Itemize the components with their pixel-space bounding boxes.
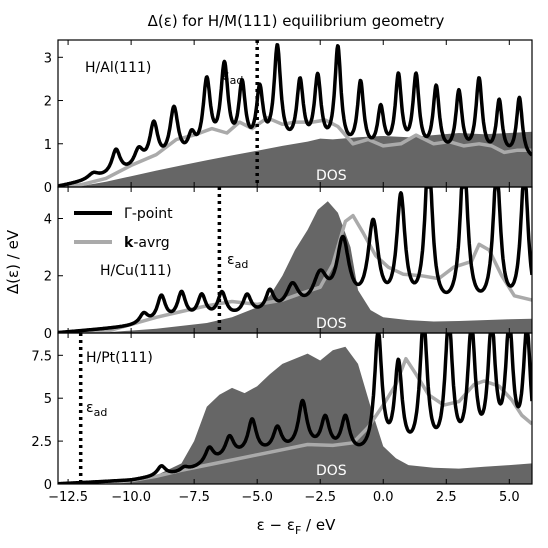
y-tick-label-pt: 0 xyxy=(44,478,52,493)
eps-ad-subscript-al: ad xyxy=(230,74,244,87)
gamma-series-pt xyxy=(58,333,532,484)
dos-label-cu: DOS xyxy=(316,316,347,332)
panel-label-text-al: H/Al(111) xyxy=(85,60,151,76)
y-tick-label-al: 1 xyxy=(44,138,52,153)
eps-ad-label-pt: εad xyxy=(86,400,107,419)
x-axis-label: ε − εF / eV xyxy=(257,516,336,537)
panel-frame-pt xyxy=(57,332,533,485)
legend-kavg-label: k-avrg xyxy=(124,235,170,251)
kavg-line-al xyxy=(58,116,532,187)
kavg-series-al xyxy=(58,116,532,187)
eps-ad-label-cu: εad xyxy=(227,252,248,271)
dos-area-pt xyxy=(58,346,532,484)
chart-title: Δ(ε) for H/M(111) equilibrium geometry xyxy=(148,12,445,30)
x-tick-label: −2.5 xyxy=(304,490,336,505)
gamma-line-al xyxy=(58,43,532,187)
y-tick-label-pt: 5 xyxy=(44,392,52,407)
x-tick-label: −10.0 xyxy=(111,490,151,505)
kavg-line-pt xyxy=(58,356,532,484)
dos-fill-pt xyxy=(58,346,532,484)
panel-cu: H/Cu(111) εad DOS xyxy=(58,187,532,333)
y-tick-label-cu: 2 xyxy=(44,270,52,285)
panel-label-al: H/Al(111) εad DOS xyxy=(85,60,347,184)
eps-ad-symbol-pt: ε xyxy=(86,400,94,416)
x-tick-label: −5.0 xyxy=(241,490,273,505)
gamma-line-pt xyxy=(58,333,532,484)
gamma-line-cu xyxy=(58,187,532,333)
gamma-series-al xyxy=(58,43,532,187)
legend: Γ-point k-avrg xyxy=(74,206,173,251)
dos-fill-cu xyxy=(58,201,532,333)
dos-area-al xyxy=(58,131,532,187)
eps-ad-symbol-al: ε xyxy=(222,68,230,84)
x-tick-label: 0.0 xyxy=(373,490,394,505)
panel-label-text-pt: H/Pt(111) xyxy=(86,350,153,366)
x-tick-label: 5.0 xyxy=(499,490,520,505)
eps-ad-label-al: εad xyxy=(222,68,243,87)
gamma-series-cu xyxy=(58,187,532,333)
y-tick-label-cu: 4 xyxy=(44,212,52,227)
panel-label-text-cu: H/Cu(111) xyxy=(100,263,172,279)
panel-al: H/Al(111) εad DOS xyxy=(58,40,532,187)
y-tick-label-al: 2 xyxy=(44,95,52,110)
y-tick-label-cu: 0 xyxy=(44,327,52,342)
x-tick-label: 2.5 xyxy=(436,490,457,505)
kavg-series-pt xyxy=(58,356,532,484)
dos-label-pt: DOS xyxy=(316,463,347,479)
y-tick-label-al: 3 xyxy=(44,51,52,66)
eps-ad-symbol-cu: ε xyxy=(227,252,235,268)
y-tick-label-pt: 7.5 xyxy=(31,349,52,364)
x-tick-label: −12.5 xyxy=(48,490,88,505)
panel-label-pt: H/Pt(111) εad DOS xyxy=(86,350,347,479)
x-tick-label: −7.5 xyxy=(178,490,210,505)
eps-ad-subscript-pt: ad xyxy=(94,406,108,419)
panel-pt: H/Pt(111) εad DOS xyxy=(58,333,532,484)
panel-label-cu: H/Cu(111) εad DOS xyxy=(100,252,347,332)
y-axis-label: Δ(ε) / eV xyxy=(4,229,22,294)
dos-area-cu xyxy=(58,201,532,333)
y-tick-label-pt: 2.5 xyxy=(31,435,52,450)
dos-fill-al xyxy=(58,131,532,187)
y-tick-label-al: 0 xyxy=(44,181,52,196)
dos-label-al: DOS xyxy=(316,168,347,184)
eps-ad-subscript-cu: ad xyxy=(235,258,249,271)
legend-gamma-label: Γ-point xyxy=(124,206,173,222)
